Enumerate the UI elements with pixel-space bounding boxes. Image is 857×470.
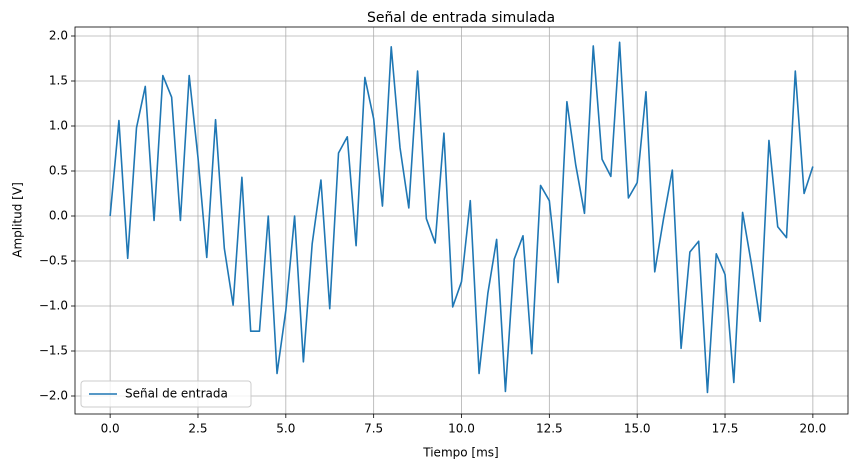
x-tick-label: 7.5 bbox=[364, 422, 383, 436]
x-axis-label: Tiempo [ms] bbox=[422, 446, 498, 460]
y-tick-label: −0.5 bbox=[39, 254, 68, 268]
chart-title: Señal de entrada simulada bbox=[367, 10, 555, 26]
x-tick-label: 5.0 bbox=[276, 422, 295, 436]
plot-frame bbox=[74, 26, 849, 415]
x-tick-label: 17.5 bbox=[712, 422, 739, 436]
y-tick-label: −2.0 bbox=[39, 389, 68, 403]
y-tick-label: 1.5 bbox=[49, 74, 68, 88]
x-tick-label: 20.0 bbox=[800, 422, 827, 436]
y-tick-label: −1.5 bbox=[39, 344, 68, 358]
y-axis-label: Amplitud [V] bbox=[11, 182, 25, 258]
x-tick-label: 10.0 bbox=[448, 422, 475, 436]
x-tick-label: 12.5 bbox=[536, 422, 563, 436]
x-tick-label: 2.5 bbox=[188, 422, 207, 436]
y-tick-label: 0.0 bbox=[49, 209, 68, 223]
legend-box bbox=[80, 380, 252, 408]
y-tick-label: −1.0 bbox=[39, 299, 68, 313]
legend-label: Señal de entrada bbox=[125, 387, 228, 401]
x-tick-label: 15.0 bbox=[624, 422, 651, 436]
x-tick-label: 0.0 bbox=[101, 422, 120, 436]
y-tick-label: 1.0 bbox=[49, 119, 68, 133]
y-tick-label: 2.0 bbox=[49, 29, 68, 43]
series-line bbox=[109, 41, 814, 394]
y-tick-label: 0.5 bbox=[49, 164, 68, 178]
